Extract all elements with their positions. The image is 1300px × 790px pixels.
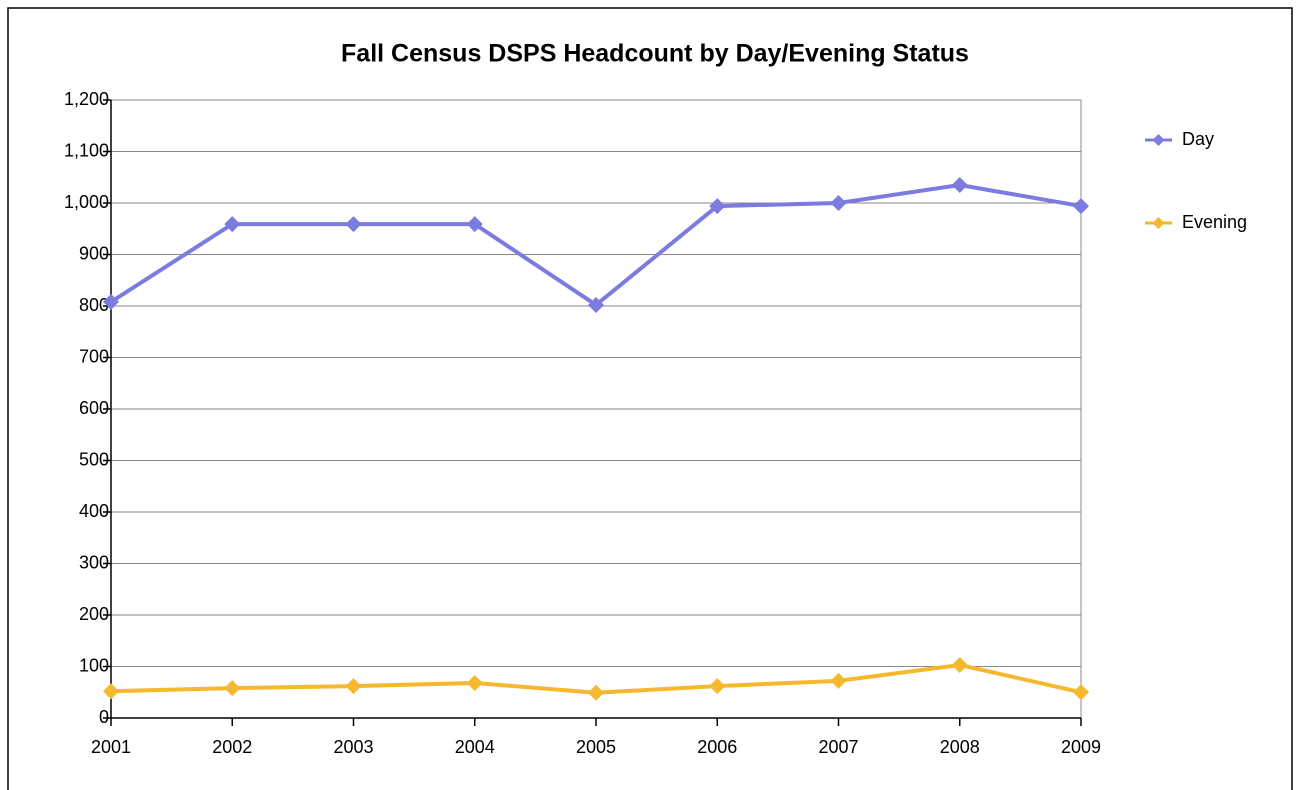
data-point — [588, 296, 604, 313]
x-tick-label: 2002 — [212, 737, 252, 757]
y-tick-label: 800 — [79, 295, 109, 315]
x-tick-label: 2004 — [455, 737, 495, 757]
x-tick-label: 2003 — [333, 737, 373, 757]
data-point — [830, 672, 847, 689]
legend-label: Evening — [1182, 212, 1247, 232]
y-tick-label: 1,000 — [64, 192, 109, 212]
y-tick-label: 400 — [79, 501, 109, 521]
data-point — [466, 674, 483, 691]
legend-label: Day — [1182, 129, 1214, 149]
data-point — [466, 216, 483, 233]
legend-marker — [1152, 134, 1165, 146]
y-tick-label: 1,100 — [64, 140, 109, 160]
legend-marker — [1152, 217, 1165, 229]
data-point — [830, 195, 847, 211]
x-tick-label: 2007 — [818, 737, 858, 757]
y-tick-label: 500 — [79, 449, 109, 469]
data-point — [709, 198, 726, 215]
x-tick-label: 2009 — [1061, 737, 1101, 757]
data-point — [103, 683, 119, 700]
data-point — [103, 293, 119, 310]
x-tick-label: 2006 — [697, 737, 737, 757]
data-point — [951, 176, 968, 193]
y-tick-label: 100 — [79, 655, 109, 675]
x-tick-label: 2005 — [576, 737, 616, 757]
y-tick-label: 1,200 — [64, 89, 109, 109]
data-point — [1073, 684, 1089, 701]
chart-border — [7, 7, 1293, 790]
data-point — [951, 656, 968, 673]
x-tick-label: 2008 — [940, 737, 980, 757]
y-tick-label: 0 — [99, 707, 109, 727]
data-point — [709, 678, 726, 695]
y-tick-label: 200 — [79, 604, 109, 624]
data-point — [345, 216, 362, 233]
data-point — [345, 678, 362, 695]
y-tick-label: 600 — [79, 398, 109, 418]
y-tick-label: 900 — [79, 243, 109, 263]
data-point — [588, 684, 604, 701]
data-point — [224, 680, 241, 697]
data-point — [224, 216, 241, 233]
chart-title: Fall Census DSPS Headcount by Day/Evenin… — [341, 40, 969, 68]
data-point — [1073, 198, 1089, 215]
y-tick-label: 700 — [79, 346, 109, 366]
y-tick-label: 300 — [79, 552, 109, 572]
x-tick-label: 2001 — [91, 737, 131, 757]
